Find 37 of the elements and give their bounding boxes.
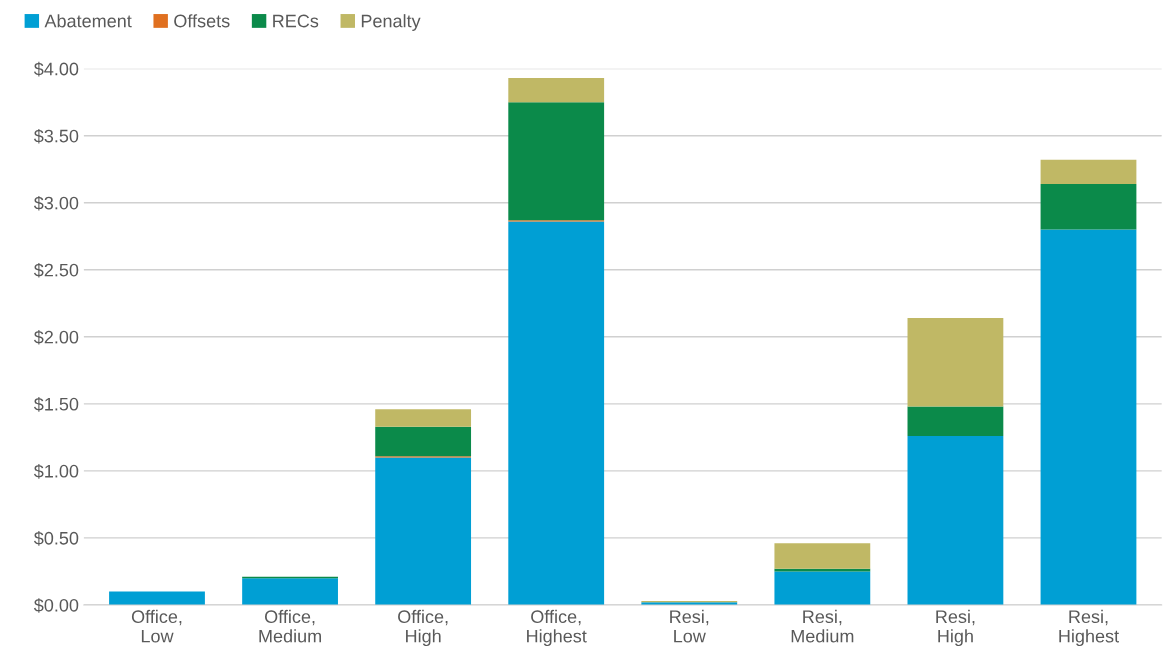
bar <box>508 102 605 221</box>
x-tick-label: Office, Medium <box>259 609 321 643</box>
legend-label: Penalty <box>361 14 421 31</box>
y-tick-label: $4.00 <box>33 61 79 77</box>
legend-label: Abatement <box>44 14 132 28</box>
y-tick-label: $2.00 <box>33 329 79 345</box>
bar <box>774 543 871 569</box>
bar <box>1040 159 1137 184</box>
legend-label: Offsets <box>174 14 230 28</box>
bar <box>242 578 338 605</box>
bar <box>375 426 472 457</box>
bar <box>109 591 205 605</box>
x-tick-label: Resi, High <box>936 609 975 647</box>
bar <box>774 571 871 605</box>
bar <box>1040 229 1137 605</box>
bar <box>907 436 1004 605</box>
x-tick-label: Office, High <box>398 609 448 647</box>
x-tick-label: Resi, Medium <box>791 609 854 643</box>
bar <box>375 409 472 427</box>
legend-label: RECs <box>273 14 319 28</box>
bar <box>375 457 472 605</box>
bar <box>508 78 605 103</box>
y-tick-label: $0.00 <box>33 598 79 613</box>
y-tick-label: $0.50 <box>33 531 79 546</box>
x-tick-label: Office, Low <box>131 609 182 643</box>
bar <box>907 318 1004 407</box>
bar <box>508 221 605 605</box>
bar <box>907 406 1004 437</box>
y-tick-label: $3.50 <box>33 128 79 144</box>
x-tick-label: Office, Highest <box>527 609 587 647</box>
y-tick-label: $1.00 <box>33 464 79 479</box>
bar <box>1040 183 1137 230</box>
x-tick-label: Resi, Highest <box>1059 609 1119 647</box>
x-tick-label: Resi, Low <box>670 609 709 643</box>
y-tick-label: $1.50 <box>33 397 79 412</box>
y-tick-label: $2.50 <box>33 262 79 278</box>
y-tick-label: $3.00 <box>33 195 79 211</box>
